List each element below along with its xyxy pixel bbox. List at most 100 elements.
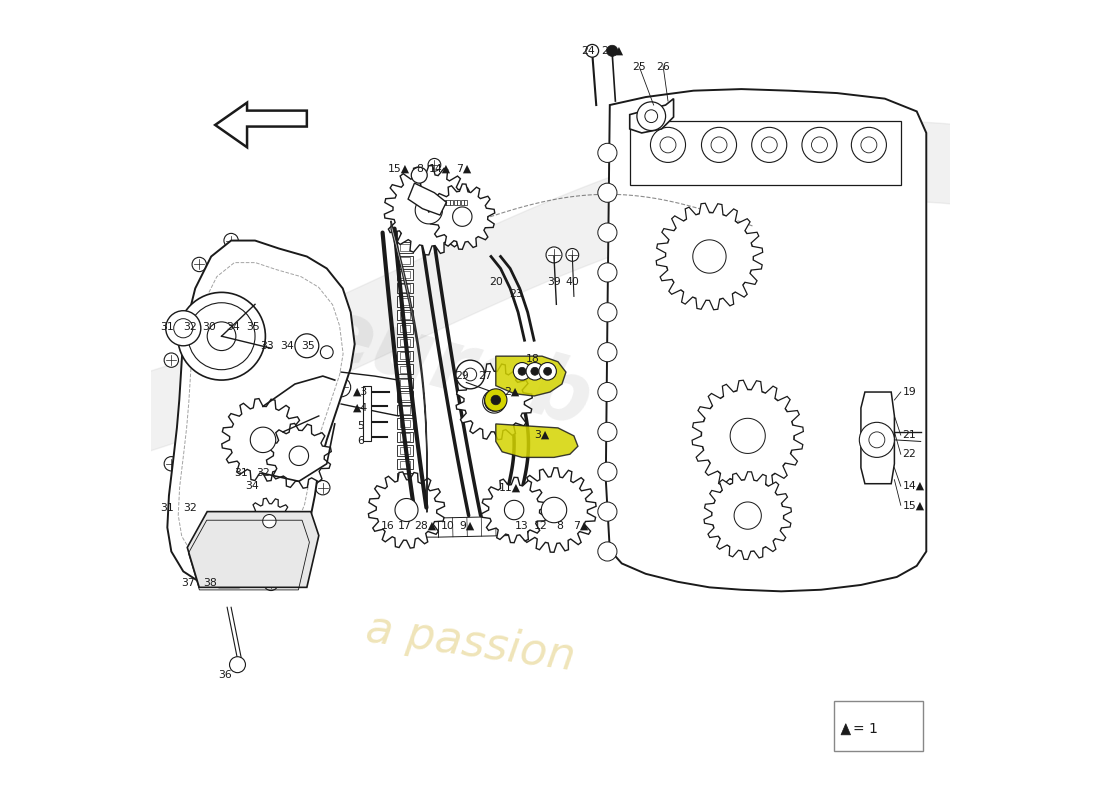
Circle shape bbox=[178, 292, 265, 380]
Text: 11▲: 11▲ bbox=[499, 482, 521, 493]
Circle shape bbox=[597, 302, 617, 322]
Polygon shape bbox=[730, 418, 766, 454]
Bar bbox=[464, 200, 468, 206]
Text: 14▲: 14▲ bbox=[902, 481, 924, 491]
Polygon shape bbox=[692, 380, 803, 491]
Text: 28▲: 28▲ bbox=[415, 521, 437, 531]
Circle shape bbox=[331, 378, 351, 397]
Bar bbox=[397, 323, 412, 334]
Bar bbox=[397, 378, 412, 388]
Bar bbox=[439, 200, 442, 206]
Polygon shape bbox=[693, 240, 726, 273]
Bar bbox=[432, 200, 436, 206]
Text: 31: 31 bbox=[161, 322, 174, 332]
Circle shape bbox=[316, 409, 330, 423]
Circle shape bbox=[264, 576, 278, 590]
Text: 22: 22 bbox=[902, 450, 916, 459]
Text: 34: 34 bbox=[280, 341, 294, 350]
Circle shape bbox=[645, 110, 658, 122]
Bar bbox=[400, 420, 409, 427]
Text: 33: 33 bbox=[260, 341, 274, 350]
Text: 23: 23 bbox=[509, 289, 524, 299]
Polygon shape bbox=[216, 102, 307, 147]
Bar bbox=[397, 418, 412, 429]
Bar bbox=[453, 200, 456, 206]
Bar bbox=[397, 242, 412, 253]
Text: 40: 40 bbox=[565, 277, 580, 287]
Circle shape bbox=[207, 322, 235, 350]
Polygon shape bbox=[222, 398, 305, 481]
Text: 31: 31 bbox=[234, 468, 248, 478]
Text: 14▲: 14▲ bbox=[429, 164, 451, 174]
Bar bbox=[400, 285, 409, 291]
Text: 34: 34 bbox=[245, 481, 258, 491]
Polygon shape bbox=[452, 207, 472, 226]
Polygon shape bbox=[289, 446, 309, 466]
Circle shape bbox=[751, 127, 786, 162]
Circle shape bbox=[851, 127, 887, 162]
Polygon shape bbox=[734, 502, 761, 530]
Circle shape bbox=[597, 462, 617, 482]
Polygon shape bbox=[483, 390, 506, 413]
Circle shape bbox=[637, 102, 666, 130]
Circle shape bbox=[188, 302, 255, 370]
Circle shape bbox=[166, 310, 201, 346]
Bar bbox=[400, 338, 409, 346]
Circle shape bbox=[702, 390, 794, 482]
Bar bbox=[400, 406, 409, 414]
Circle shape bbox=[546, 247, 562, 263]
Circle shape bbox=[859, 422, 894, 458]
Bar bbox=[397, 446, 412, 456]
Bar bbox=[397, 432, 412, 442]
Bar bbox=[447, 200, 450, 206]
Bar bbox=[397, 405, 412, 415]
Circle shape bbox=[597, 422, 617, 442]
Text: 15▲: 15▲ bbox=[902, 500, 924, 510]
Text: 5: 5 bbox=[356, 421, 364, 430]
Circle shape bbox=[485, 389, 507, 411]
Circle shape bbox=[722, 490, 774, 542]
Circle shape bbox=[164, 457, 178, 471]
Circle shape bbox=[650, 127, 685, 162]
Bar bbox=[397, 391, 412, 402]
Circle shape bbox=[539, 362, 557, 380]
Circle shape bbox=[597, 143, 617, 162]
Polygon shape bbox=[861, 392, 894, 484]
Polygon shape bbox=[263, 514, 276, 528]
Polygon shape bbox=[541, 498, 567, 522]
Bar bbox=[397, 270, 412, 280]
Polygon shape bbox=[246, 498, 293, 544]
Bar bbox=[400, 258, 409, 265]
Text: 39: 39 bbox=[547, 277, 561, 287]
Bar bbox=[400, 461, 409, 468]
Circle shape bbox=[543, 367, 551, 375]
Bar bbox=[400, 447, 409, 454]
Text: 32: 32 bbox=[183, 502, 197, 513]
Bar bbox=[400, 502, 409, 509]
Polygon shape bbox=[629, 98, 673, 133]
Circle shape bbox=[174, 318, 192, 338]
Bar bbox=[400, 230, 409, 238]
Circle shape bbox=[702, 127, 737, 162]
Circle shape bbox=[712, 400, 783, 472]
Circle shape bbox=[464, 368, 476, 381]
Polygon shape bbox=[496, 356, 565, 396]
Text: a passion: a passion bbox=[363, 607, 578, 679]
Circle shape bbox=[606, 46, 618, 56]
Text: 27: 27 bbox=[477, 371, 492, 381]
Bar bbox=[400, 325, 409, 332]
Text: 32: 32 bbox=[183, 322, 197, 332]
Circle shape bbox=[666, 213, 754, 300]
Text: 37: 37 bbox=[182, 578, 195, 588]
Text: 8: 8 bbox=[557, 521, 563, 531]
Circle shape bbox=[861, 137, 877, 153]
Circle shape bbox=[597, 263, 617, 282]
Bar bbox=[400, 311, 409, 318]
Text: 32: 32 bbox=[256, 468, 270, 478]
Circle shape bbox=[316, 345, 330, 359]
Circle shape bbox=[802, 127, 837, 162]
Circle shape bbox=[597, 342, 617, 362]
Circle shape bbox=[732, 420, 763, 452]
Text: 34: 34 bbox=[226, 322, 240, 332]
Text: 19: 19 bbox=[902, 387, 916, 397]
